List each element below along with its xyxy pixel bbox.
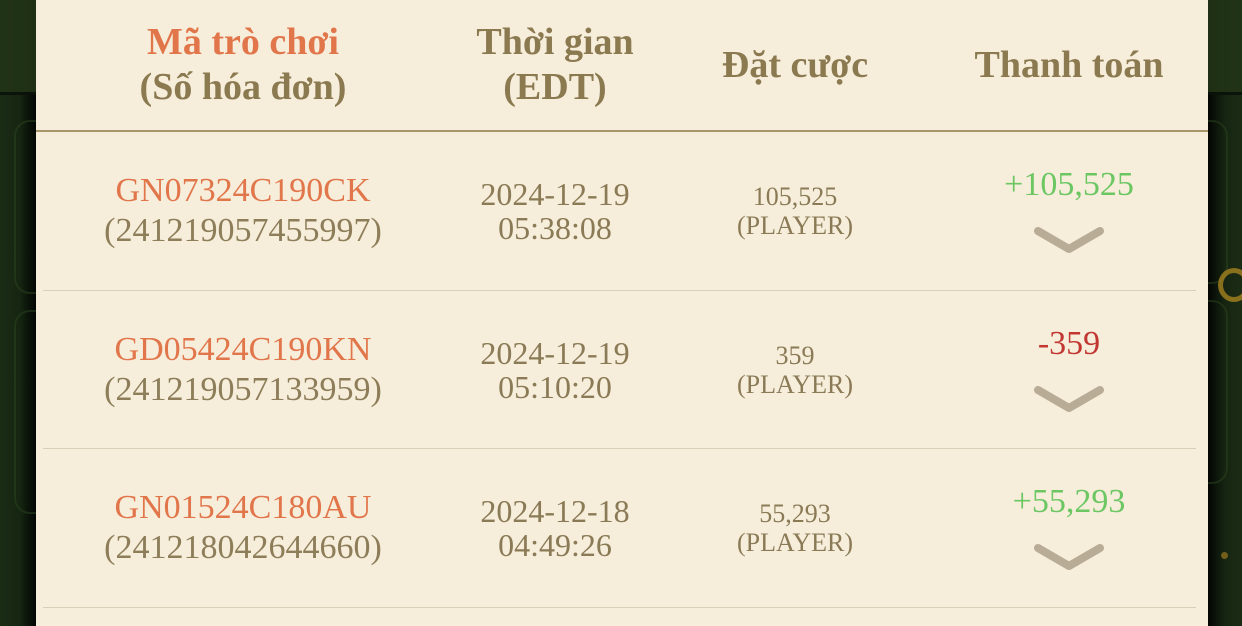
payout-cell: +105,525 — [930, 167, 1208, 255]
chevron-down-icon[interactable] — [1033, 384, 1105, 414]
payout-value: +105,525 — [1004, 166, 1134, 204]
felt-highlight-block — [1208, 0, 1242, 95]
felt-decor-outline — [14, 310, 36, 514]
table-felt-right-edge — [1208, 0, 1242, 626]
header-game-code-line2: (Số hóa đơn) — [139, 66, 347, 108]
game-code: GN01524C180AU — [114, 489, 372, 527]
invoice-number: (241218042644660) — [104, 529, 382, 567]
felt-highlight-block — [0, 0, 36, 95]
felt-decor-outline — [14, 120, 36, 294]
table-row: GN07324C190CK (241219057455997) 2024-12-… — [36, 132, 1208, 291]
header-payout-label: Thanh toán — [974, 43, 1164, 86]
felt-decor-outline — [1208, 300, 1228, 484]
history-table-panel: Mã trò chơi (Số hóa đơn) Thời gian (EDT)… — [36, 0, 1208, 626]
date-value: 2024-12-19 — [480, 176, 630, 213]
game-code-cell: GN07324C190CK (241219057455997) — [36, 171, 450, 251]
header-bet: Đặt cược — [660, 43, 930, 88]
next-row-partial — [36, 608, 1208, 626]
bet-cell: 55,293 (PLAYER) — [660, 499, 930, 557]
date-value: 2024-12-18 — [480, 493, 630, 530]
game-code: GD05424C190KN — [114, 330, 372, 368]
time-cell: 2024-12-19 05:10:20 — [450, 336, 660, 404]
bet-cell: 359 (PLAYER) — [660, 341, 930, 399]
bet-side: (PLAYER) — [736, 211, 854, 241]
time-value: 05:10:20 — [498, 368, 612, 405]
header-time-line2: (EDT) — [503, 66, 607, 108]
date-value: 2024-12-19 — [480, 334, 630, 371]
time-cell: 2024-12-19 05:38:08 — [450, 177, 660, 245]
table-row: GN01524C180AU (241218042644660) 2024-12-… — [36, 449, 1208, 608]
chevron-down-icon[interactable] — [1033, 225, 1105, 255]
invoice-number: (241219057133959) — [104, 370, 382, 408]
game-code: GN07324C190CK — [115, 172, 371, 210]
gold-chip-fragment — [1218, 268, 1242, 302]
header-bet-label: Đặt cược — [721, 43, 869, 86]
time-value: 05:38:08 — [498, 210, 612, 247]
gold-dot-fragment — [1221, 552, 1228, 559]
game-code-cell: GD05424C190KN (241219057133959) — [36, 330, 450, 410]
header-game-code: Mã trò chơi (Số hóa đơn) — [36, 20, 450, 110]
table-felt-left-edge — [0, 0, 36, 626]
invoice-number: (241219057455997) — [104, 212, 382, 250]
header-payout: Thanh toán — [930, 43, 1208, 88]
bet-cell: 105,525 (PLAYER) — [660, 182, 930, 240]
payout-value: -359 — [1037, 324, 1101, 362]
bet-side: (PLAYER) — [736, 369, 854, 399]
table-row: GD05424C190KN (241219057133959) 2024-12-… — [36, 291, 1208, 450]
time-value: 04:49:26 — [498, 527, 612, 564]
payout-value: +55,293 — [1012, 483, 1126, 521]
chevron-down-icon[interactable] — [1033, 542, 1105, 572]
payout-cell: -359 — [930, 324, 1208, 414]
payout-cell: +55,293 — [930, 484, 1208, 572]
header-game-code-line1: Mã trò chơi — [147, 21, 339, 63]
bet-amount: 55,293 — [759, 499, 831, 529]
game-code-cell: GN01524C180AU (241218042644660) — [36, 488, 450, 568]
felt-decor-outline — [1208, 120, 1228, 284]
bet-side: (PLAYER) — [736, 528, 854, 558]
header-time: Thời gian (EDT) — [450, 20, 660, 110]
bet-amount: 105,525 — [752, 182, 838, 212]
bet-amount: 359 — [775, 340, 815, 370]
table-header-row: Mã trò chơi (Số hóa đơn) Thời gian (EDT)… — [36, 0, 1208, 132]
time-cell: 2024-12-18 04:49:26 — [450, 494, 660, 562]
header-time-line1: Thời gian — [476, 21, 634, 63]
